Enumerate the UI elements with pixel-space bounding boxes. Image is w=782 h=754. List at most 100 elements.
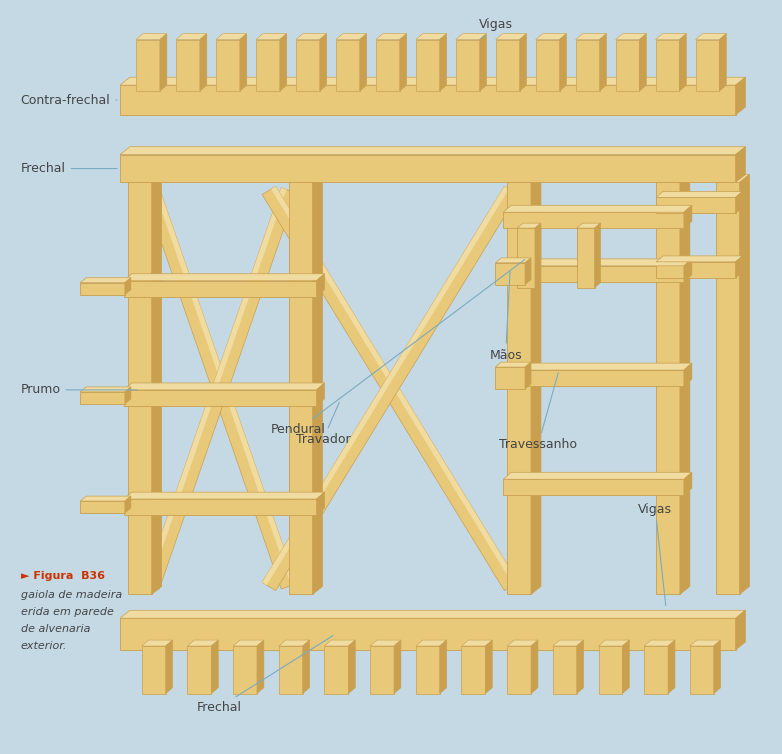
Polygon shape xyxy=(120,618,736,650)
Polygon shape xyxy=(262,186,518,590)
Polygon shape xyxy=(152,174,162,594)
Polygon shape xyxy=(154,188,296,586)
Polygon shape xyxy=(320,33,327,91)
Polygon shape xyxy=(656,262,736,277)
Polygon shape xyxy=(376,39,400,91)
Text: Pendural: Pendural xyxy=(271,259,525,436)
Polygon shape xyxy=(508,182,531,594)
Polygon shape xyxy=(517,228,535,288)
Polygon shape xyxy=(684,205,692,228)
Polygon shape xyxy=(176,39,200,91)
Polygon shape xyxy=(216,33,247,39)
Polygon shape xyxy=(594,223,601,288)
Polygon shape xyxy=(81,496,131,501)
Polygon shape xyxy=(576,223,601,228)
Polygon shape xyxy=(656,198,736,213)
Polygon shape xyxy=(736,77,745,115)
Polygon shape xyxy=(124,280,317,296)
Polygon shape xyxy=(656,256,742,262)
Polygon shape xyxy=(416,640,447,646)
Text: Prumo: Prumo xyxy=(20,383,137,397)
Polygon shape xyxy=(81,387,131,392)
Polygon shape xyxy=(325,646,348,694)
Polygon shape xyxy=(188,640,218,646)
Polygon shape xyxy=(496,39,519,91)
Polygon shape xyxy=(644,640,675,646)
Polygon shape xyxy=(81,392,125,404)
Polygon shape xyxy=(256,39,280,91)
Polygon shape xyxy=(279,640,310,646)
Text: Vigas: Vigas xyxy=(479,18,513,38)
Polygon shape xyxy=(535,223,541,288)
Polygon shape xyxy=(503,370,684,386)
Polygon shape xyxy=(136,39,160,91)
Polygon shape xyxy=(576,33,607,39)
Polygon shape xyxy=(600,33,607,91)
Polygon shape xyxy=(303,640,310,694)
Polygon shape xyxy=(416,39,439,91)
Polygon shape xyxy=(560,33,566,91)
Polygon shape xyxy=(461,646,486,694)
Text: Mãos: Mãos xyxy=(490,271,522,362)
Polygon shape xyxy=(644,646,668,694)
Polygon shape xyxy=(188,646,211,694)
Polygon shape xyxy=(81,277,131,283)
Text: ► Figura  B36: ► Figura B36 xyxy=(20,571,105,581)
Polygon shape xyxy=(120,77,745,85)
Polygon shape xyxy=(503,259,692,266)
Polygon shape xyxy=(740,174,749,594)
Polygon shape xyxy=(576,39,600,91)
Polygon shape xyxy=(336,33,367,39)
Polygon shape xyxy=(695,33,726,39)
Polygon shape xyxy=(296,33,327,39)
Polygon shape xyxy=(615,39,640,91)
Polygon shape xyxy=(370,646,394,694)
Polygon shape xyxy=(313,174,322,594)
Polygon shape xyxy=(503,363,692,370)
Polygon shape xyxy=(503,480,684,495)
Polygon shape xyxy=(495,362,531,367)
Polygon shape xyxy=(598,646,622,694)
Polygon shape xyxy=(279,646,303,694)
Polygon shape xyxy=(656,182,680,594)
Polygon shape xyxy=(684,363,692,386)
Text: de alvenaria: de alvenaria xyxy=(20,624,90,634)
Polygon shape xyxy=(503,212,684,228)
Polygon shape xyxy=(125,387,131,404)
Polygon shape xyxy=(125,496,131,513)
Polygon shape xyxy=(668,640,675,694)
Polygon shape xyxy=(680,174,690,594)
Polygon shape xyxy=(656,174,690,182)
Polygon shape xyxy=(416,33,447,39)
Polygon shape xyxy=(256,33,287,39)
Polygon shape xyxy=(680,33,687,91)
Polygon shape xyxy=(317,492,325,515)
Polygon shape xyxy=(211,640,218,694)
Polygon shape xyxy=(655,33,687,39)
Polygon shape xyxy=(317,383,325,406)
Polygon shape xyxy=(525,258,531,285)
Polygon shape xyxy=(394,640,401,694)
Polygon shape xyxy=(553,640,583,646)
Polygon shape xyxy=(736,147,745,182)
Polygon shape xyxy=(317,274,325,296)
Polygon shape xyxy=(508,174,541,182)
Text: Frechal: Frechal xyxy=(196,636,333,714)
Polygon shape xyxy=(348,640,355,694)
Polygon shape xyxy=(160,33,167,91)
Text: Travador: Travador xyxy=(296,403,350,446)
Polygon shape xyxy=(280,33,287,91)
Polygon shape xyxy=(553,646,576,694)
Polygon shape xyxy=(503,266,684,282)
Polygon shape xyxy=(142,646,166,694)
Polygon shape xyxy=(233,640,264,646)
Text: exterior.: exterior. xyxy=(20,641,67,651)
Polygon shape xyxy=(296,39,320,91)
Polygon shape xyxy=(495,258,531,263)
Polygon shape xyxy=(503,205,692,212)
Polygon shape xyxy=(736,256,742,277)
Text: Frechal: Frechal xyxy=(20,162,117,175)
Polygon shape xyxy=(120,147,745,155)
Polygon shape xyxy=(576,640,583,694)
Polygon shape xyxy=(128,174,162,182)
